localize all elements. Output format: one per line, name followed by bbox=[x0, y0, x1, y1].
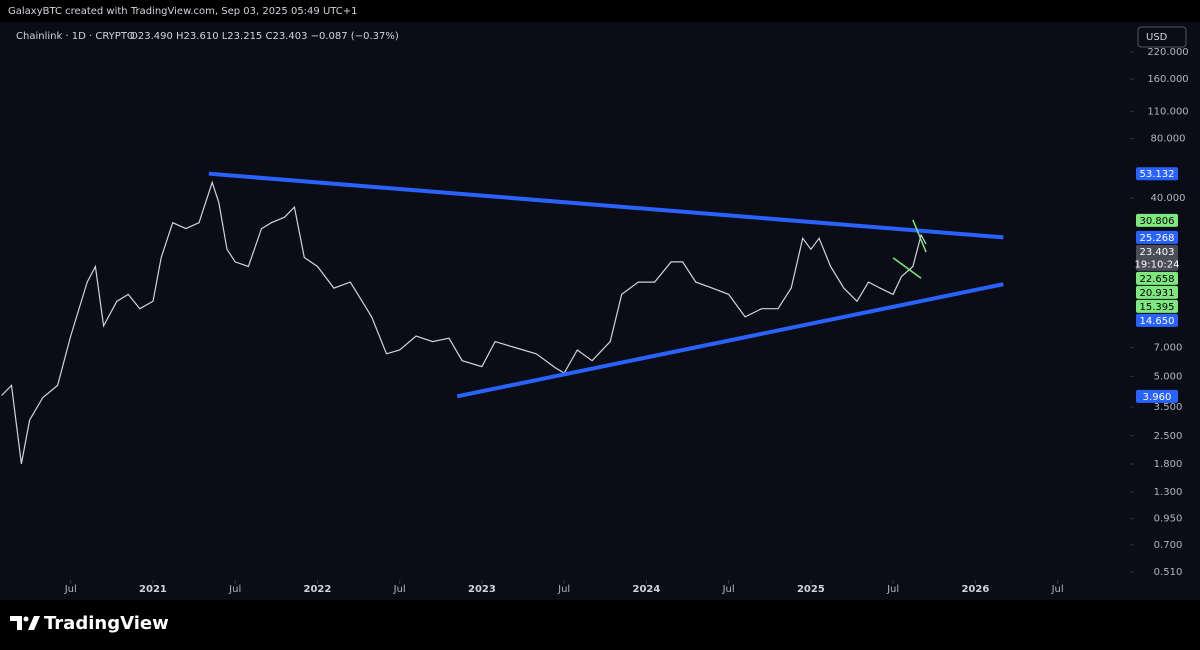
header: GalaxyBTC created with TradingView.com, … bbox=[8, 6, 358, 17]
y-tick-label: 160.000 bbox=[1147, 74, 1188, 85]
brand: TradingView bbox=[44, 613, 169, 634]
x-tick-label: Jul bbox=[393, 584, 406, 595]
y-tick-label: 7.000 bbox=[1154, 342, 1183, 353]
price-badge bbox=[1136, 285, 1178, 299]
price-badge bbox=[1136, 313, 1178, 327]
x-tick-label: Jul bbox=[722, 584, 735, 595]
currency[interactable]: USD bbox=[1146, 32, 1168, 43]
x-tick-label: Jul bbox=[557, 584, 570, 595]
price-badge bbox=[1136, 167, 1178, 181]
x-tick-label: Jul bbox=[64, 584, 77, 595]
x-tick-label: 2026 bbox=[961, 584, 989, 595]
x-tick-label: Jul bbox=[886, 584, 899, 595]
trendline bbox=[892, 257, 922, 279]
chart-pane bbox=[0, 22, 1200, 600]
y-tick-label: 2.500 bbox=[1154, 431, 1183, 442]
price-badge-label: 14.650 bbox=[1140, 316, 1175, 327]
price-badge bbox=[1136, 230, 1178, 244]
x-tick-label: 2021 bbox=[139, 584, 167, 595]
y-tick-label: 0.700 bbox=[1154, 540, 1183, 551]
symbol: Chainlink · 1D · CRYPTO bbox=[16, 31, 135, 42]
trendline bbox=[912, 219, 927, 253]
y-tick-label: 40.000 bbox=[1151, 193, 1186, 204]
x-tick-label: 2024 bbox=[632, 584, 660, 595]
y-tick-label: 3.500 bbox=[1154, 402, 1183, 413]
y-tick-label: 220.000 bbox=[1147, 47, 1188, 58]
price-badge-label: 30.806 bbox=[1140, 216, 1175, 227]
y-tick-label: 0.950 bbox=[1154, 514, 1183, 525]
price-badge bbox=[1136, 389, 1178, 403]
x-tick-label: 2022 bbox=[304, 584, 332, 595]
y-tick-label: 5.000 bbox=[1154, 371, 1183, 382]
logo bbox=[10, 616, 40, 630]
price-badge-label: 3.960 bbox=[1143, 392, 1172, 403]
currency-button[interactable] bbox=[1137, 26, 1187, 48]
x-tick-label: 2023 bbox=[468, 584, 496, 595]
y-tick-label: 0.510 bbox=[1154, 567, 1183, 578]
x-tick-label: 2025 bbox=[797, 584, 825, 595]
trendline bbox=[456, 282, 1004, 399]
countdown: 19:10:24 bbox=[1135, 259, 1180, 270]
price-badge bbox=[1136, 299, 1178, 313]
price-badge bbox=[1136, 244, 1178, 271]
y-tick-label: 110.000 bbox=[1147, 106, 1188, 117]
trendline bbox=[208, 171, 1004, 240]
y-tick-label: 80.000 bbox=[1151, 134, 1186, 145]
price-badge bbox=[1136, 271, 1178, 285]
price-badge-label: 22.658 bbox=[1140, 274, 1175, 285]
price-badge-label: 15.395 bbox=[1140, 302, 1175, 313]
price-badge-label: 53.132 bbox=[1140, 169, 1175, 180]
price-line bbox=[1, 180, 927, 465]
price-badge-label: 23.403 bbox=[1140, 247, 1175, 258]
x-tick-label: Jul bbox=[1051, 584, 1064, 595]
price-badge-label: 20.931 bbox=[1140, 288, 1175, 299]
x-tick-label: Jul bbox=[228, 584, 241, 595]
ohlc: O23.490 H23.610 L23.215 C23.403 −0.087 (… bbox=[130, 31, 399, 42]
price-badge bbox=[1136, 213, 1178, 227]
price-badge-label: 25.268 bbox=[1140, 233, 1175, 244]
y-tick-label: 1.800 bbox=[1154, 459, 1183, 470]
y-tick-label: 1.300 bbox=[1154, 487, 1183, 498]
